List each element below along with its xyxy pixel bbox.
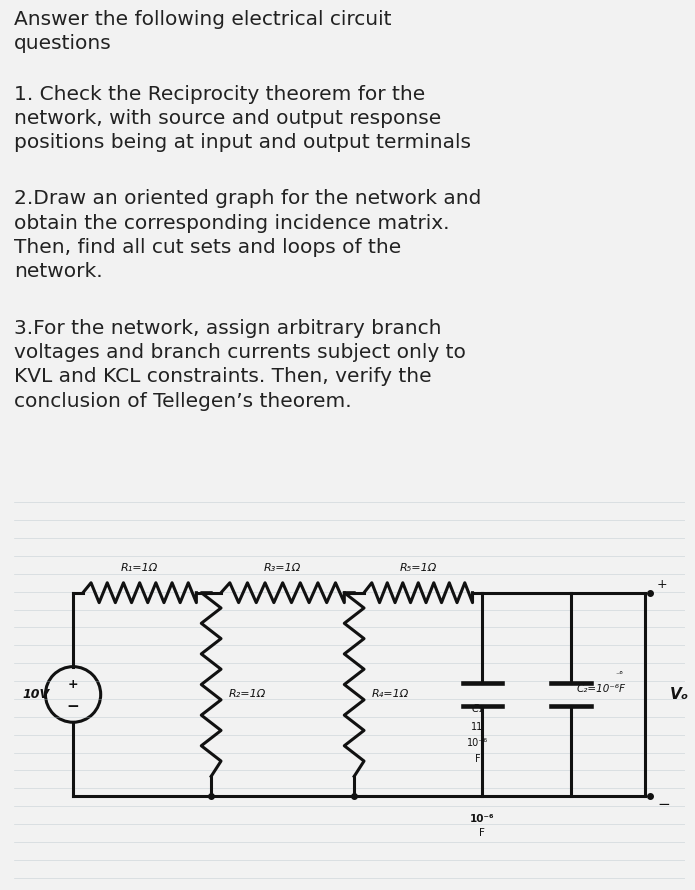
Text: −: − [67, 699, 79, 714]
Text: 2.Draw an oriented graph for the network and
obtain the corresponding incidence : 2.Draw an oriented graph for the network… [14, 190, 482, 281]
Text: R₄=1Ω: R₄=1Ω [372, 690, 409, 700]
Text: +: + [68, 678, 79, 691]
Text: +: + [657, 578, 668, 591]
Text: C₂=10⁻⁶F: C₂=10⁻⁶F [576, 684, 625, 694]
Text: Vₒ: Vₒ [670, 687, 689, 702]
Text: F: F [480, 828, 485, 838]
Text: F: F [475, 754, 480, 764]
Text: 1. Check the Reciprocity theorem for the
network, with source and output respons: 1. Check the Reciprocity theorem for the… [14, 85, 471, 152]
Text: −: − [657, 797, 670, 812]
Text: R₂=1Ω: R₂=1Ω [229, 690, 266, 700]
Text: ⁻⁶: ⁻⁶ [616, 670, 623, 679]
Text: 10V: 10V [22, 688, 49, 701]
Text: R₅=1Ω: R₅=1Ω [400, 562, 437, 573]
Text: 10⁻⁶: 10⁻⁶ [470, 814, 495, 824]
Text: 3.For the network, assign arbitrary branch
voltages and branch currents subject : 3.For the network, assign arbitrary bran… [14, 319, 466, 410]
Text: C₁: C₁ [472, 704, 483, 715]
Text: 11: 11 [471, 723, 484, 732]
Text: Answer the following electrical circuit
questions: Answer the following electrical circuit … [14, 10, 391, 53]
Text: R₁=1Ω: R₁=1Ω [121, 562, 158, 573]
Text: 10⁻⁶: 10⁻⁶ [467, 738, 488, 748]
Text: R₃=1Ω: R₃=1Ω [264, 562, 302, 573]
